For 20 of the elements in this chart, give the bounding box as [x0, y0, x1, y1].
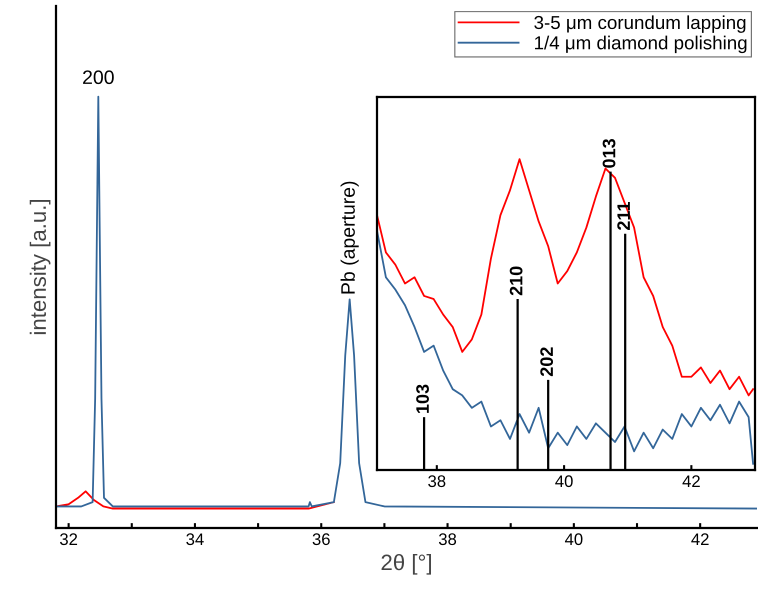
text: 210	[510, 266, 522, 296]
x-tick-label: 40	[564, 533, 582, 546]
x-tick-label: 42	[691, 533, 709, 545]
legend-label: 3-5 μm corundum lapping	[534, 15, 746, 33]
x-tick-label: 40	[555, 475, 573, 488]
text: 211	[617, 202, 630, 230]
x-tick-label: 34	[186, 533, 204, 546]
x-axis-title: 2θ [°]	[382, 554, 431, 575]
text: 103	[416, 384, 429, 413]
x-tick-label: 32	[60, 533, 78, 546]
x-tick-label: 38	[428, 475, 446, 488]
legend-label: 1/4 μm diamond polishing	[535, 36, 746, 54]
text: 202	[540, 347, 554, 376]
x-tick-label: 42	[682, 475, 700, 487]
annotation: Pb (aperture)	[340, 182, 359, 294]
annotation: 200	[83, 70, 114, 84]
y-axis-title: intensity [a.u.]	[30, 200, 50, 334]
text: 013	[602, 139, 616, 168]
x-tick-label: 38	[438, 533, 456, 546]
x-tick-label: 36	[312, 533, 330, 546]
